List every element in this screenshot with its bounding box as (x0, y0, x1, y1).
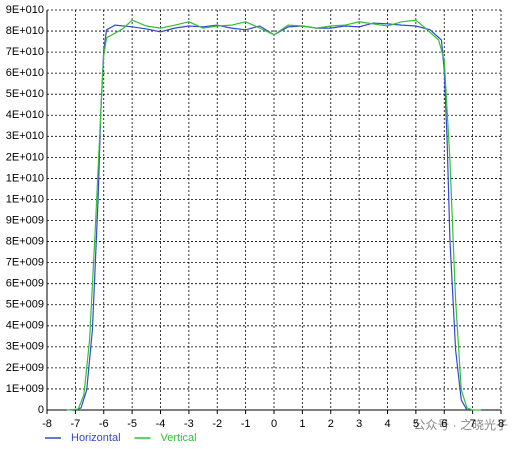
x-tick-label: 0 (271, 418, 277, 430)
y-tick-label: 4E+009 (6, 320, 44, 332)
watermark: 公众号 · 之晓光子 (413, 418, 508, 432)
y-tick-label: 3E+010 (6, 130, 44, 142)
x-tick-label: 3 (356, 418, 362, 430)
y-tick-label: 7E+010 (6, 46, 44, 58)
legend-label: Vertical (161, 432, 197, 444)
y-tick-label: 2E+010 (6, 151, 44, 163)
x-tick-label: 8 (498, 418, 504, 430)
y-tick-label: 8E+010 (6, 25, 44, 37)
x-tick-label: -6 (99, 418, 109, 430)
y-tick-label: 1E+010 (6, 172, 44, 184)
y-tick-label: 8E+009 (6, 235, 44, 247)
x-tick-label: -2 (212, 418, 222, 430)
y-tick-label: 9E+010 (6, 4, 44, 16)
x-tick-label: -3 (184, 418, 194, 430)
y-tick-label: 7E+009 (6, 257, 44, 269)
y-tick-label: 5E+010 (6, 88, 44, 100)
x-tick-label: 2 (328, 418, 334, 430)
y-tick-label: 4E+010 (6, 109, 44, 121)
y-tick-label: 9E+009 (6, 214, 44, 226)
x-tick-label: 6 (441, 418, 447, 430)
series-line (66, 19, 482, 411)
y-tick-label: 2E+009 (6, 362, 44, 374)
y-tick-label: 6E+009 (6, 278, 44, 290)
x-tick-label: -1 (241, 418, 251, 430)
x-tick-label: -5 (127, 418, 137, 430)
y-tick-label: 3E+009 (6, 341, 44, 353)
series-line (75, 22, 468, 411)
x-tick-label: 7 (470, 418, 476, 430)
x-tick-label: -4 (156, 418, 166, 430)
x-tick-label: 1 (299, 418, 305, 430)
x-tick-label: 4 (384, 418, 390, 430)
x-tick-label: -8 (42, 418, 52, 430)
y-tick-label: 1E+009 (6, 383, 44, 395)
y-tick-label: 5E+009 (6, 299, 44, 311)
y-tick-label: 1E+010 (6, 193, 44, 205)
legend-label: Horizontal (71, 432, 121, 444)
x-tick-label: -7 (70, 418, 80, 430)
y-tick-label: 0 (38, 404, 44, 416)
x-tick-label: 5 (413, 418, 419, 430)
y-tick-label: 6E+010 (6, 67, 44, 79)
